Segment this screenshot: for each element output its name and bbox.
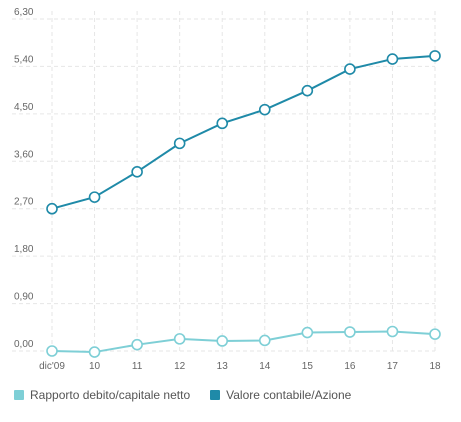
- series-line: [51, 54, 436, 210]
- legend-label-book-value-per-share: Valore contabile/Azione: [226, 388, 352, 402]
- chart-legend: Rapporto debito/capitale netto Valore co…: [14, 386, 371, 404]
- legend-swatch-book-value-per-share: [210, 390, 221, 400]
- x-tick-label: dic'09: [39, 361, 65, 372]
- x-tick-label: 13: [217, 361, 229, 372]
- data-point[interactable]: [46, 345, 58, 357]
- y-tick-label: 4,50: [14, 102, 34, 113]
- y-tick-label: 0,90: [14, 292, 34, 303]
- data-point[interactable]: [301, 84, 314, 97]
- y-axis-ticks: 0,00 0,90 1,80 2,70 3,60 4,50 5,40 6,30: [14, 7, 34, 350]
- y-tick-label: 5,40: [14, 54, 34, 65]
- data-point[interactable]: [88, 191, 101, 203]
- y-tick-label: 6,30: [14, 7, 34, 18]
- x-tick-label: 14: [259, 361, 271, 372]
- data-point[interactable]: [429, 50, 441, 62]
- data-point[interactable]: [258, 334, 271, 347]
- line-chart: 0,00 0,90 1,80 2,70 3,60 4,50 5,40 6,30 dic'09 1…: [12, 7, 441, 372]
- data-point[interactable]: [216, 335, 229, 347]
- chart-grid: [12, 11, 436, 352]
- data-point[interactable]: [46, 202, 58, 215]
- legend-item-debt-equity[interactable]: Rapporto debito/capitale netto: [14, 388, 190, 402]
- data-point[interactable]: [344, 63, 356, 75]
- data-point[interactable]: [386, 325, 399, 338]
- data-point[interactable]: [258, 103, 271, 116]
- x-tick-label: 15: [302, 361, 314, 372]
- data-point[interactable]: [301, 326, 314, 339]
- y-tick-label: 3,60: [14, 149, 34, 160]
- y-tick-label: 2,70: [14, 197, 34, 208]
- chart-series: [46, 50, 441, 358]
- series-line: [51, 330, 436, 354]
- data-point[interactable]: [386, 53, 399, 65]
- data-point[interactable]: [344, 326, 356, 338]
- legend-label-debt-equity: Rapporto debito/capitale netto: [30, 388, 191, 402]
- x-tick-label: 18: [429, 361, 441, 372]
- x-tick-label: 16: [344, 361, 356, 372]
- x-tick-label: 12: [174, 361, 186, 372]
- data-point[interactable]: [131, 166, 143, 178]
- y-tick-label: 0,00: [14, 339, 34, 350]
- data-point[interactable]: [216, 117, 229, 130]
- legend-item-book-value-per-share[interactable]: Valore contabile/Azione: [210, 388, 351, 402]
- y-tick-label: 1,80: [14, 244, 34, 255]
- data-point[interactable]: [173, 137, 186, 150]
- legend-swatch-debt-equity: [14, 390, 24, 400]
- data-point[interactable]: [88, 346, 101, 358]
- x-tick-label: 10: [89, 361, 101, 372]
- x-tick-label: 17: [387, 361, 399, 372]
- data-point[interactable]: [173, 333, 186, 345]
- x-axis-ticks: dic'09 10 11 12 13 14 15 16 17 18: [39, 361, 441, 372]
- data-point[interactable]: [429, 328, 441, 340]
- x-tick-label: 11: [132, 361, 143, 372]
- data-point[interactable]: [131, 338, 143, 351]
